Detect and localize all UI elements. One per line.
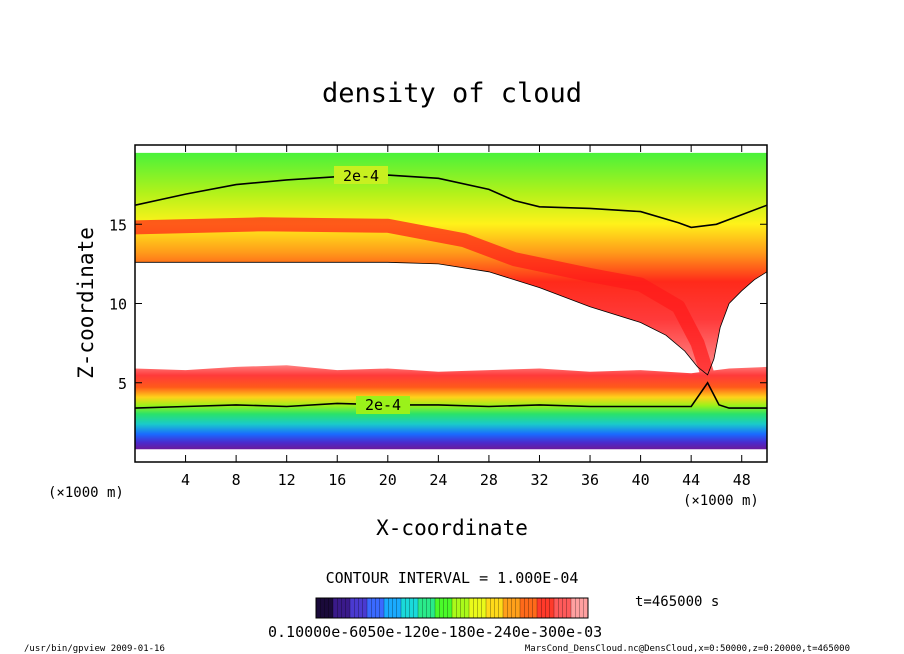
x-axis-ticks: 4 8 12 16 20 24 28 32 36 40 44 48 — [181, 145, 751, 489]
x-tick-label: 36 — [581, 471, 599, 489]
x-tick-label: 40 — [632, 471, 650, 489]
cloud-density-lower-band — [135, 365, 767, 450]
x-tick-label: 24 — [429, 471, 447, 489]
colorbar-tick-labels: 0.10000e-6050e-120e-180e-240e-300e-03 — [268, 623, 602, 641]
x-tick-label: 12 — [278, 471, 296, 489]
contour-label-upper: 2e-4 — [343, 167, 379, 185]
y-axis-label: Z-coordinate — [74, 227, 98, 379]
x-tick-label: 48 — [733, 471, 751, 489]
contour-interval-text: CONTOUR INTERVAL = 1.000E-04 — [326, 569, 579, 587]
footer-right: MarsCond_DensCloud.nc@DensCloud,x=0:5000… — [525, 644, 850, 654]
y-axis-ticks: 5 10 15 — [109, 216, 767, 393]
y-tick-label: 10 — [109, 296, 127, 314]
x-unit-right: (×1000 m) — [683, 493, 759, 509]
upper-band-edge-line — [135, 261, 767, 376]
colorbar-frame — [315, 597, 589, 619]
cloud-density-plume-core — [135, 217, 715, 377]
x-tick-label: 20 — [379, 471, 397, 489]
plot-area — [135, 152, 767, 450]
contour-line-upper-2e-4 — [135, 174, 767, 229]
contour-line-lower-2e-4 — [135, 381, 767, 409]
chart-title: density of cloud — [322, 78, 582, 109]
time-text: t=465000 s — [635, 594, 719, 610]
footer-left: /usr/bin/gpview 2009-01-16 — [24, 644, 165, 654]
contour-label-bg-lower — [356, 396, 410, 414]
contour-label-lower: 2e-4 — [365, 396, 401, 414]
cloud-density-upper-band — [135, 152, 767, 375]
x-tick-label: 16 — [328, 471, 346, 489]
y-tick-label: 5 — [118, 375, 127, 393]
x-tick-label: 32 — [530, 471, 548, 489]
x-tick-label: 8 — [232, 471, 241, 489]
colorbar — [316, 598, 589, 618]
x-axis-label: X-coordinate — [376, 516, 528, 540]
x-tick-label: 44 — [682, 471, 700, 489]
x-tick-label: 28 — [480, 471, 498, 489]
contour-label-bg-upper — [334, 166, 388, 184]
x-tick-label: 4 — [181, 471, 190, 489]
x-unit-left: (×1000 m) — [48, 485, 124, 501]
y-tick-label: 15 — [109, 216, 127, 234]
